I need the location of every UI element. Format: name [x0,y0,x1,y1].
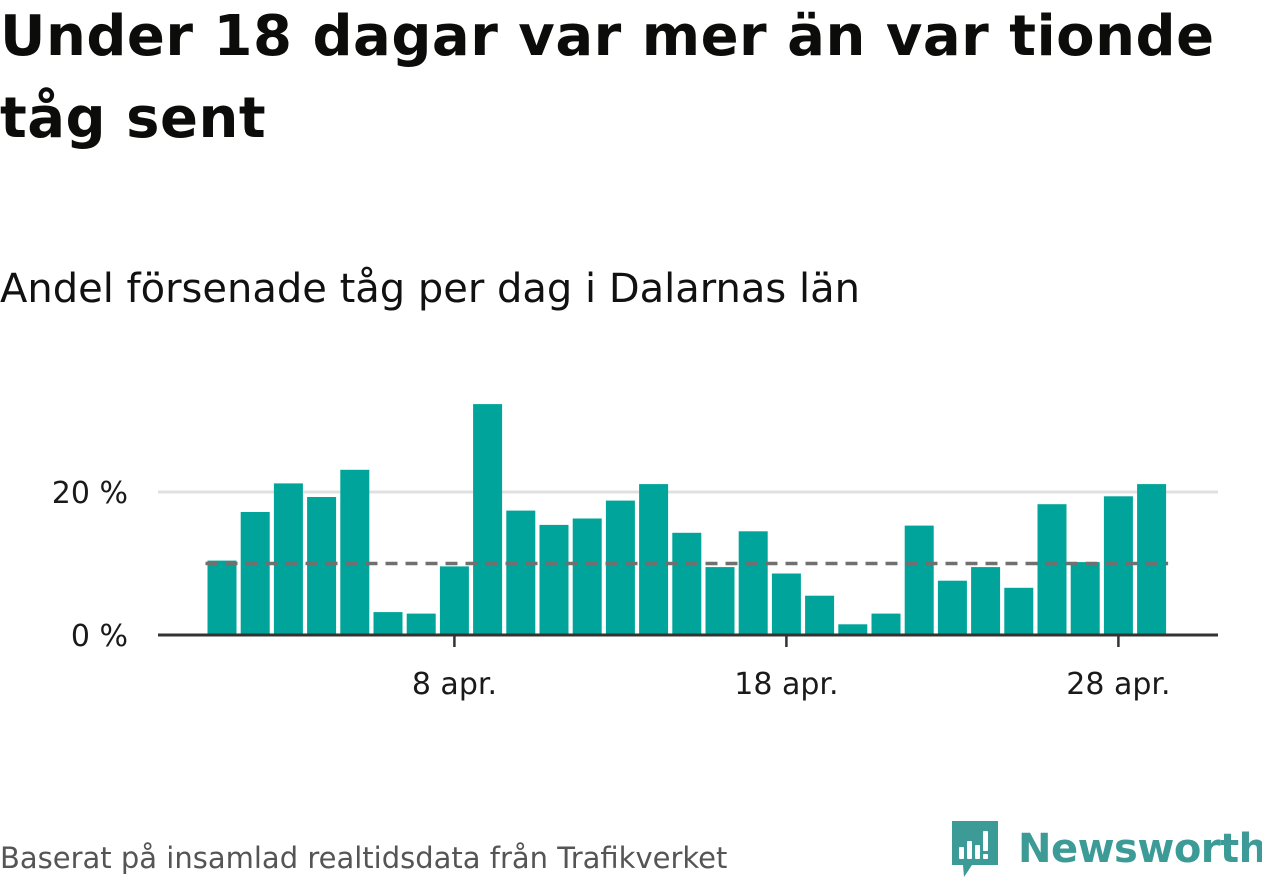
bar [307,497,337,635]
bar [605,500,635,635]
bar [1037,504,1067,635]
bars-layer [207,404,1167,636]
bar [805,595,835,635]
bar [340,469,370,635]
newsworthy-logo[interactable]: Newsworthy [950,818,1262,880]
bar [1004,587,1034,635]
bar [539,524,569,635]
bar [937,580,967,635]
bar [705,567,735,635]
bar [373,612,403,635]
x-axis: 8 apr. 18 apr. 28 apr. [158,633,1218,702]
bar [838,624,868,635]
brand-name: Newsworthy [1018,826,1262,872]
bar [506,510,536,635]
bar [439,566,469,635]
x-tick-label: 18 apr. [734,667,838,702]
bar-chart: 0 % 20 % 8 apr. 18 apr. 28 apr. [52,404,1218,702]
bar [473,404,503,635]
bar [207,560,237,635]
bar [971,567,1001,635]
x-tick-label: 8 apr. [412,667,497,702]
source-note: Baserat på insamlad realtidsdata från Tr… [0,841,728,875]
bar [1103,496,1133,635]
newsworthy-logo-icon [952,821,998,877]
x-tick-label: 28 apr. [1066,667,1170,702]
bar [240,512,270,635]
bar [1070,562,1100,635]
bar [904,525,934,635]
bar [406,613,436,636]
bar [1137,484,1167,635]
y-tick-label: 20 % [52,476,128,511]
chart-subtitle: Andel försenade tåg per dag i Dalarnas l… [0,266,860,312]
bar [273,483,303,635]
bar [639,484,669,635]
y-tick-label: 0 % [71,619,128,654]
bar [771,573,801,635]
grid-layer: 0 % 20 % [52,476,1218,654]
bar [738,531,768,635]
chart-title: Under 18 dagar var mer än var tionde tåg… [0,4,1215,151]
bar [871,613,901,636]
bar [672,532,702,635]
bar [572,518,602,635]
